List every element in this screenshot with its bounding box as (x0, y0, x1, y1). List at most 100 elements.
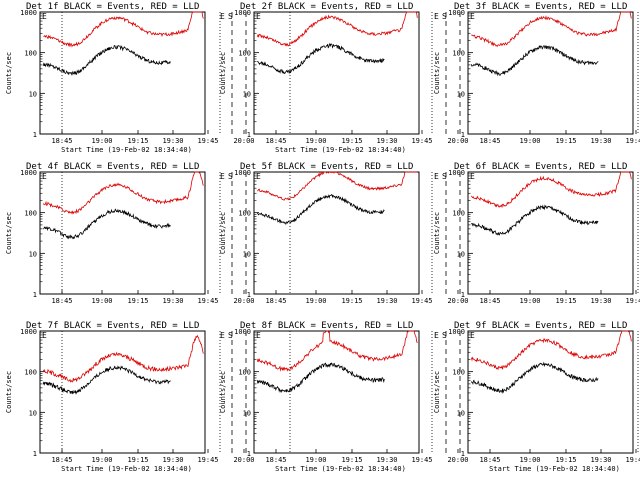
x-tick-label: 18:45 (51, 137, 72, 145)
x-tick-label: 19:00 (305, 456, 326, 464)
series-line (471, 11, 632, 48)
y-axis-label: Counts/sec (5, 371, 13, 413)
detector-panel: Det 2f BLACK = Events, RED = LLD Counts/s… (219, 2, 469, 154)
series-line (470, 361, 599, 394)
y-axis-label: Counts/sec (5, 52, 13, 94)
annotation-label: S (228, 331, 233, 340)
x-tick-label: 19:45 (197, 297, 218, 305)
x-tick-label: 19:15 (341, 137, 362, 145)
series-line (256, 330, 418, 372)
y-tick-label: 10 (457, 250, 465, 258)
y-tick-label: 100 (24, 50, 37, 58)
y-tick-label: 10 (457, 409, 465, 417)
x-tick-label: 19:30 (162, 297, 183, 305)
plot-frame (39, 11, 206, 135)
x-tick-label: 19:45 (411, 137, 432, 145)
x-tick-label: 19:00 (305, 137, 326, 145)
x-tick-label: 19:00 (519, 456, 540, 464)
x-tick-label: 19:15 (127, 456, 148, 464)
x-axis-label: Start Time (19-Feb-02 18:34:40) (61, 465, 192, 473)
plot-frame (467, 11, 634, 135)
plot-frame (39, 330, 206, 454)
detector-panel: Det 9f BLACK = Events, RED = LLD Counts/s… (433, 321, 640, 473)
x-tick-label: 20:00 (233, 456, 254, 464)
annotation-label: E (256, 331, 261, 340)
detector-panel: Det 6f BLACK = Events, RED = LLD Counts/s… (433, 162, 640, 305)
detector-panel: Det 4f BLACK = Events, RED = LLD Counts/s… (5, 162, 255, 305)
y-tick-label: 1 (461, 450, 465, 458)
y-tick-label: 1000 (448, 328, 465, 336)
x-tick-label: 19:15 (555, 137, 576, 145)
annotation-label: E (42, 172, 47, 181)
y-axis-label: Counts/sec (219, 371, 227, 413)
annotation-label: E (220, 12, 225, 21)
annotation-label: E (42, 12, 47, 21)
plot-frame (39, 171, 206, 295)
annotation-label: S (442, 331, 447, 340)
x-tick-label: 19:45 (625, 137, 640, 145)
x-tick-label: 19:30 (376, 297, 397, 305)
annotation-label: E (470, 12, 475, 21)
detector-panel: Det 8f BLACK = Events, RED = LLD Counts/s… (219, 321, 469, 473)
x-tick-label: 19:15 (127, 137, 148, 145)
panel-title: Det 4f BLACK = Events, RED = LLD (26, 162, 199, 172)
plot-frame (253, 11, 420, 135)
x-tick-label: 18:45 (265, 456, 286, 464)
x-tick-label: 18:45 (265, 137, 286, 145)
y-tick-label: 1 (33, 131, 37, 139)
series-line (470, 44, 599, 77)
y-tick-label: 1 (247, 291, 251, 299)
plot-frame (253, 330, 420, 454)
x-tick-label: 19:00 (91, 456, 112, 464)
x-axis-label: Start Time (19-Feb-02 18:34:40) (275, 465, 406, 473)
panel-title: Det 5f BLACK = Events, RED = LLD (240, 162, 413, 172)
series-line (256, 362, 385, 394)
detector-panel: Det 1f BLACK = Events, RED = LLD Counts/s… (5, 2, 255, 154)
y-tick-label: 1 (33, 450, 37, 458)
x-tick-label: 20:00 (447, 456, 468, 464)
y-tick-label: 1000 (448, 169, 465, 177)
y-tick-label: 100 (452, 50, 465, 58)
series-line (42, 171, 204, 215)
x-tick-label: 19:15 (341, 297, 362, 305)
x-tick-label: 19:45 (197, 456, 218, 464)
y-tick-label: 1000 (20, 328, 37, 336)
x-tick-label: 20:00 (233, 297, 254, 305)
x-tick-label: 20:00 (233, 137, 254, 145)
x-tick-label: 18:45 (479, 456, 500, 464)
y-tick-label: 1 (461, 291, 465, 299)
annotation-label: S (228, 12, 233, 21)
y-tick-label: 1 (461, 131, 465, 139)
x-tick-label: 19:00 (305, 297, 326, 305)
x-tick-label: 19:45 (625, 297, 640, 305)
x-tick-label: 18:45 (265, 297, 286, 305)
annotation-label: E (220, 331, 225, 340)
x-tick-label: 19:45 (411, 297, 432, 305)
x-tick-label: 19:15 (341, 456, 362, 464)
y-tick-label: 10 (29, 409, 37, 417)
x-tick-label: 19:45 (411, 456, 432, 464)
x-tick-label: 19:00 (519, 297, 540, 305)
y-axis-label: Counts/sec (219, 212, 227, 254)
y-tick-label: 1 (247, 131, 251, 139)
series-line (43, 11, 204, 48)
series-line (470, 204, 599, 236)
y-axis-label: Counts/sec (5, 212, 13, 254)
x-tick-label: 18:45 (479, 297, 500, 305)
y-tick-label: 100 (24, 210, 37, 218)
y-tick-label: 10 (29, 90, 37, 98)
y-axis-label: Counts/sec (219, 52, 227, 94)
x-tick-label: 19:30 (376, 456, 397, 464)
y-tick-label: 10 (457, 90, 465, 98)
plot-frame (253, 171, 420, 295)
x-tick-label: 19:30 (590, 456, 611, 464)
y-tick-label: 1000 (234, 9, 251, 17)
annotation-label: S (442, 12, 447, 21)
annotation-label: S (442, 172, 447, 181)
x-tick-label: 19:15 (555, 456, 576, 464)
annotation-label: E (42, 331, 47, 340)
annotation-label: E (434, 331, 439, 340)
annotation-label: E (434, 172, 439, 181)
panel-title: Det 8f BLACK = Events, RED = LLD (240, 321, 413, 331)
